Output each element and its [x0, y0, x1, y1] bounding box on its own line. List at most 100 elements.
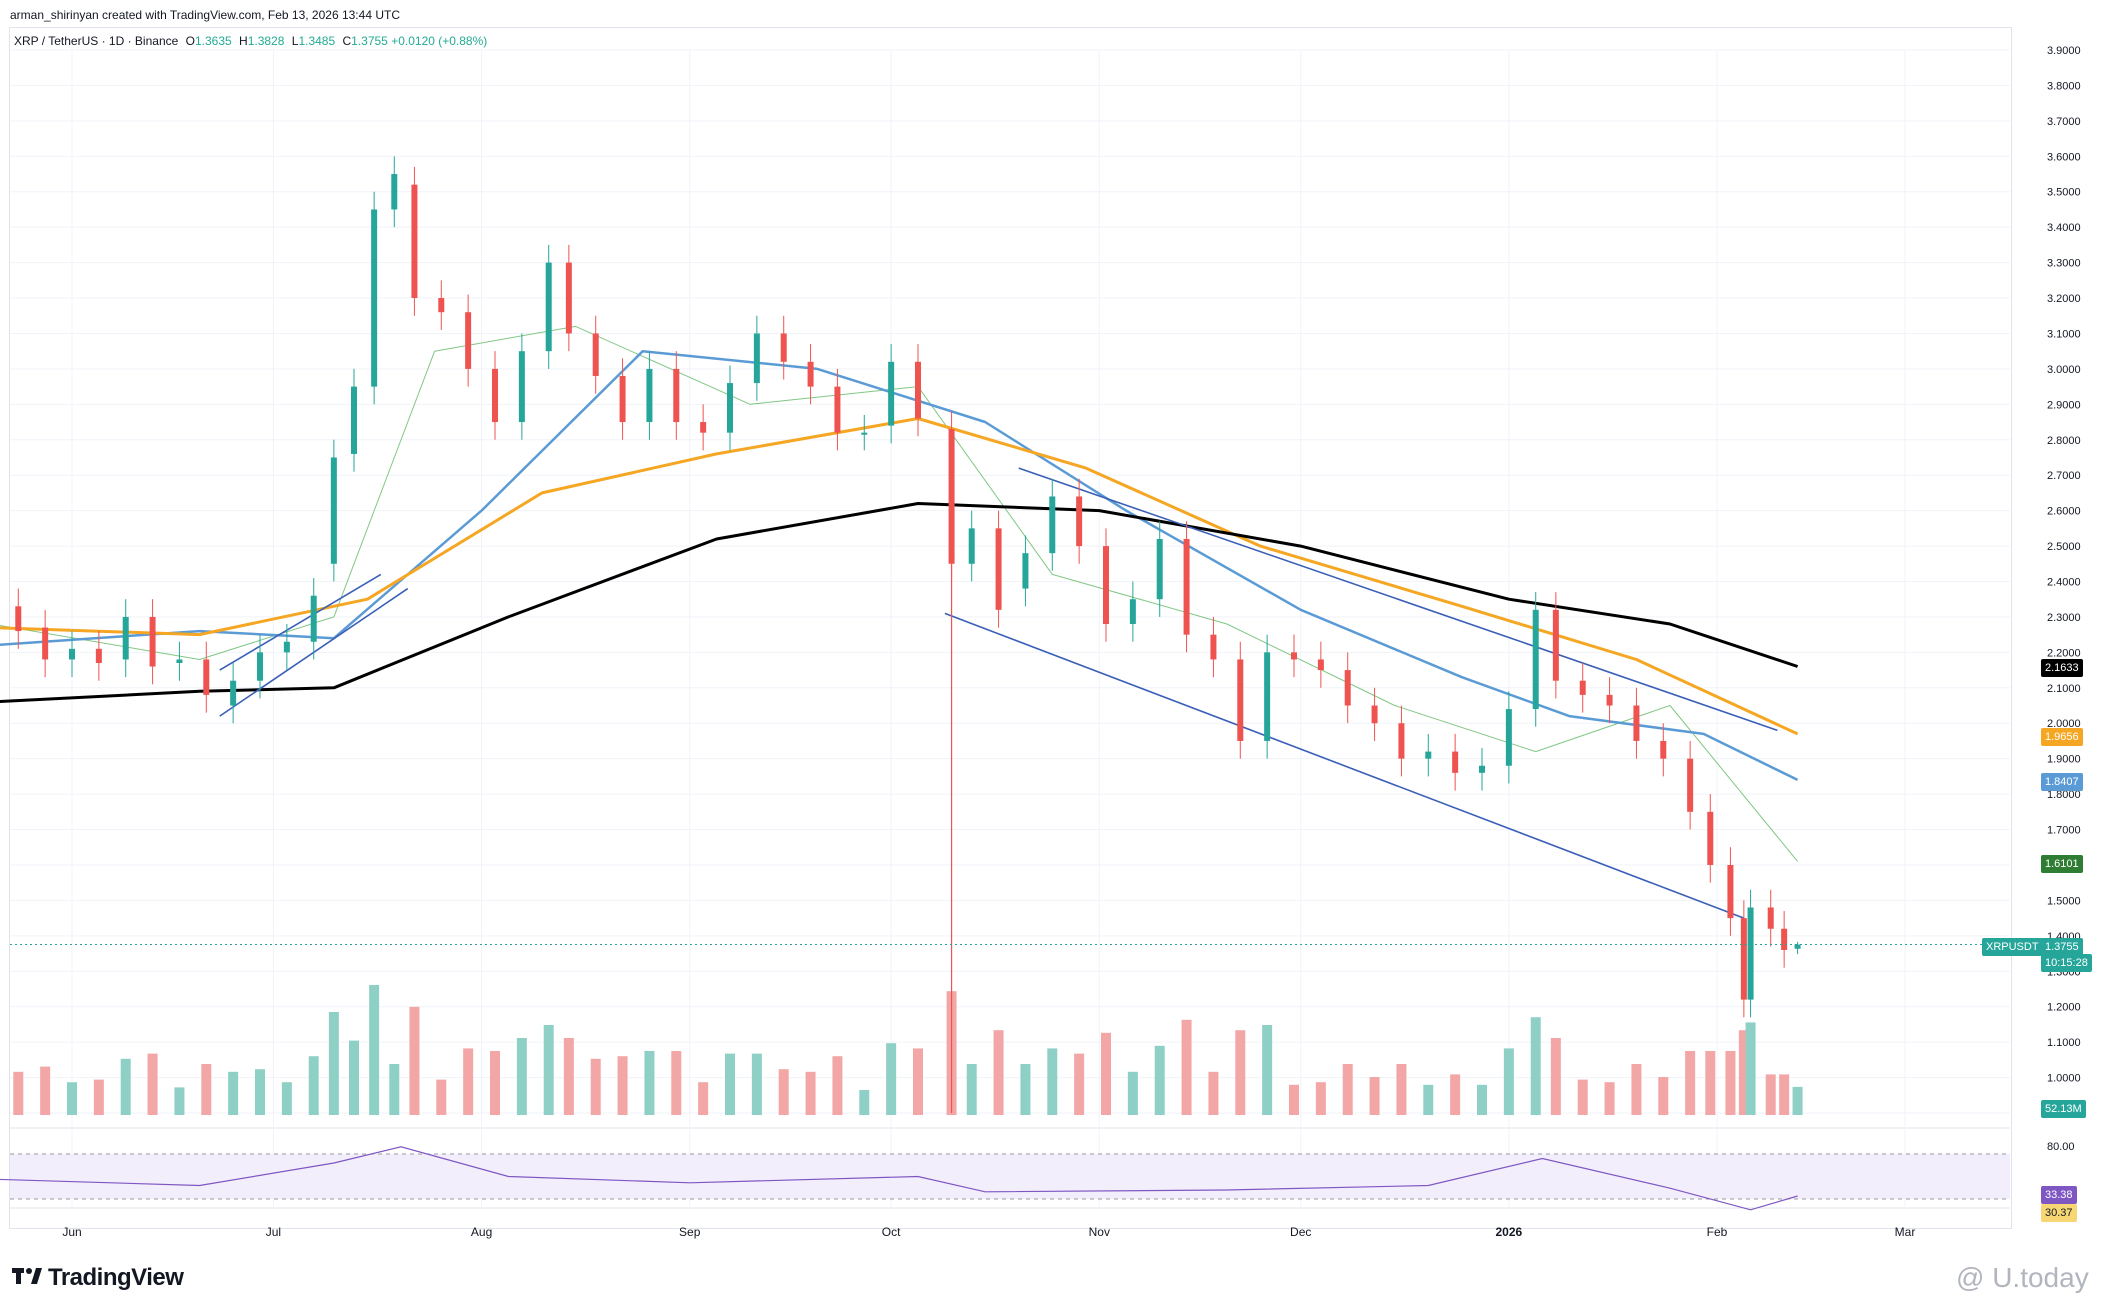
candle-body — [230, 680, 237, 706]
volume-bar — [308, 1056, 319, 1115]
symbol-name[interactable]: XRP / TetherUS · 1D · Binance — [14, 34, 179, 48]
volume-bar — [516, 1038, 527, 1115]
volume-bar — [13, 1071, 24, 1115]
price-tick-label: 2.5000 — [2047, 541, 2081, 553]
candle-body — [1317, 659, 1324, 671]
volume-bar — [1779, 1074, 1790, 1115]
candle-body — [95, 648, 102, 663]
price-tick-label: 1.9000 — [2047, 754, 2081, 766]
time-tick-label: Sep — [679, 1225, 701, 1239]
candle-body — [968, 528, 975, 564]
price-tick-label: 3.9000 — [2047, 45, 2081, 57]
time-tick-label: Dec — [1290, 1225, 1311, 1239]
candle-body — [149, 616, 156, 667]
ma50-line — [0, 349, 1799, 782]
volume-bar — [1550, 1038, 1561, 1115]
price-tick-label: 1.8000 — [2047, 789, 2081, 801]
candle-body — [1183, 538, 1190, 635]
price-tick-label: 3.0000 — [2047, 364, 2081, 376]
candle-body — [1552, 609, 1559, 681]
candle-body — [310, 595, 317, 642]
candle-body — [1505, 709, 1512, 766]
volume-bar — [93, 1079, 104, 1115]
time-tick-label: Feb — [1707, 1225, 1728, 1239]
volume-bars — [13, 985, 1803, 1115]
volume-bar — [201, 1064, 212, 1115]
volume-bar — [1181, 1019, 1192, 1115]
price-tick-label: 2.8000 — [2047, 435, 2081, 447]
price-tick-label: 3.7000 — [2047, 116, 2081, 128]
candle-body — [915, 361, 921, 419]
candle-body — [1076, 496, 1083, 547]
volume-bar — [698, 1082, 709, 1115]
volume-bar — [1154, 1045, 1165, 1115]
candle-body — [1103, 546, 1109, 625]
volume-bar — [1705, 1051, 1716, 1115]
volume-bar — [228, 1071, 239, 1115]
candle-body — [1707, 811, 1714, 865]
price-tick-label: 2.9000 — [2047, 399, 2081, 411]
moving-average-lines — [0, 325, 1799, 862]
chart-attribution: arman_shirinyan created with TradingView… — [10, 8, 400, 22]
candle-body — [545, 262, 552, 352]
volume-bar — [1503, 1048, 1514, 1115]
candle-body — [1210, 634, 1217, 660]
candle-body — [176, 659, 183, 663]
candle-body — [1727, 864, 1734, 919]
volume-bar — [255, 1069, 265, 1115]
time-tick-label: Jun — [62, 1225, 81, 1239]
price-tick-label: 1.7000 — [2047, 825, 2081, 837]
ma100-line — [0, 417, 1799, 736]
price-tick-label: 2.2000 — [2047, 647, 2081, 659]
volume-bar — [993, 1030, 1004, 1115]
candle-body — [834, 386, 841, 433]
candlesticks — [10, 156, 2010, 1113]
candle-body — [1022, 553, 1029, 589]
candle-body — [257, 652, 263, 681]
time-tick-label: 2026 — [1496, 1225, 1523, 1239]
countdown-tag: 10:15:28 — [2041, 954, 2092, 972]
candle-body — [283, 641, 290, 653]
rising-channel-outer-line — [219, 573, 382, 671]
candle-body — [69, 648, 75, 660]
tradingview-logo[interactable]: TradingView — [12, 1264, 184, 1292]
volume-bar — [805, 1071, 816, 1115]
volume-bar — [1745, 1022, 1756, 1115]
volume-bar — [1315, 1082, 1326, 1115]
candle-body — [465, 312, 472, 369]
volume-bar — [490, 1051, 500, 1115]
volume-bar — [1738, 1030, 1749, 1115]
candle-body — [1660, 740, 1667, 759]
high-label: H — [239, 34, 248, 48]
time-tick-label: Aug — [471, 1225, 492, 1239]
rsi-pane: 80.00 — [0, 1141, 2075, 1211]
volume-bar — [1765, 1074, 1776, 1115]
time-tick-label: Jul — [266, 1225, 281, 1239]
candle-body — [807, 361, 814, 387]
candle-body — [861, 432, 868, 435]
low-value: 1.3485 — [298, 34, 336, 48]
volume-bar — [409, 1006, 420, 1115]
price-tick-label: 2.1000 — [2047, 683, 2081, 695]
volume-bar — [120, 1058, 131, 1115]
volume-bar — [1604, 1082, 1615, 1115]
rsi-level-label: 80.00 — [2047, 1141, 2075, 1153]
volume-bar — [40, 1066, 51, 1115]
price-tick-label: 2.4000 — [2047, 577, 2081, 589]
volume-bar — [590, 1058, 601, 1115]
volume-bar — [543, 1025, 554, 1115]
time-axis: Jun Jul Aug Sep Oct Nov Dec 2026 Feb Mar — [62, 1225, 1915, 1239]
volume-bar — [1020, 1064, 1031, 1115]
price-tick-label: 3.2000 — [2047, 293, 2081, 305]
ma20-line — [0, 325, 1798, 862]
volume-bar — [1685, 1051, 1696, 1115]
candle-body — [1156, 538, 1163, 600]
candle-body — [1740, 918, 1747, 1000]
candle-body — [15, 606, 22, 632]
candle-body — [492, 368, 498, 423]
volume-bar — [1658, 1077, 1669, 1115]
candle-body — [351, 386, 357, 454]
price-tick-label: 1.5000 — [2047, 895, 2081, 907]
volume-bar — [886, 1043, 897, 1115]
